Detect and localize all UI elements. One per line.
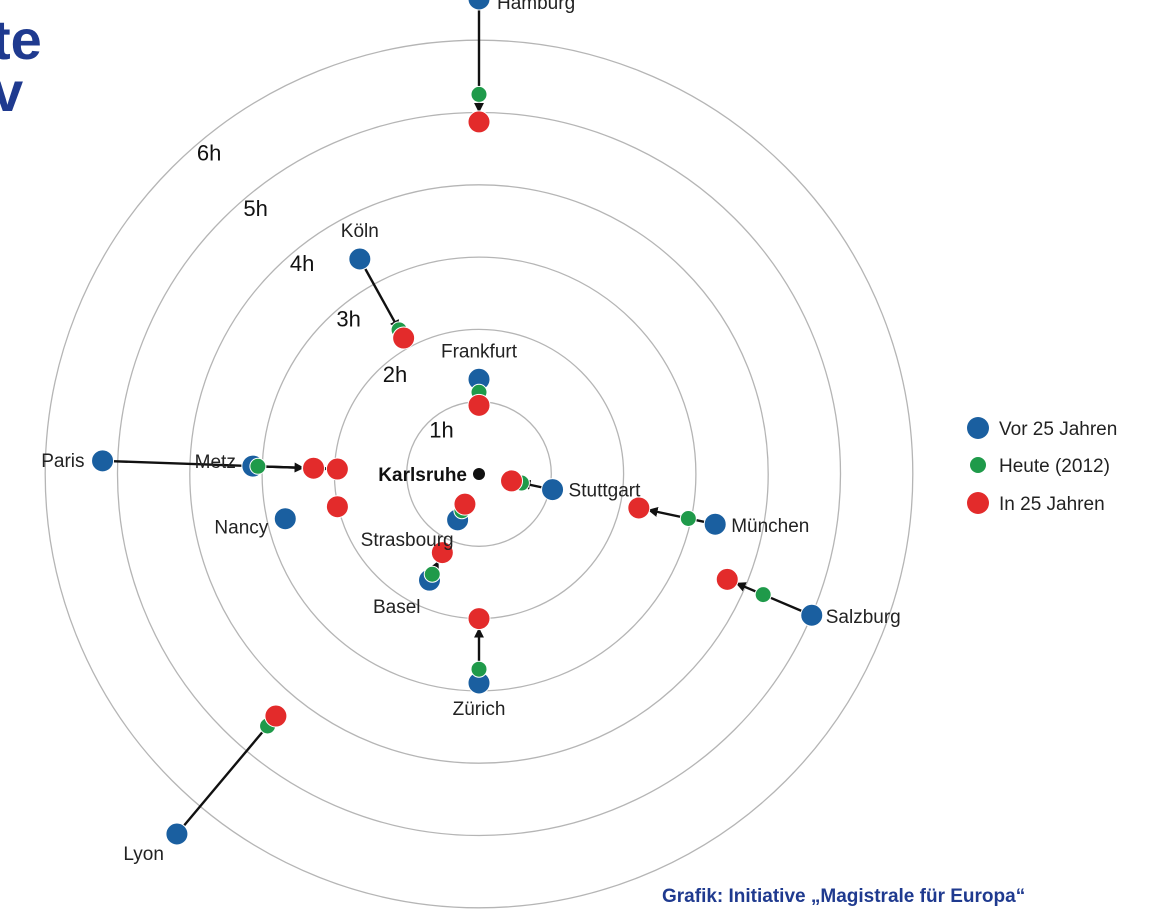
- city-label-frankfurt: Frankfurt: [441, 341, 518, 362]
- dot-in-köln: [392, 326, 416, 350]
- dot-in-strasbourg: [453, 492, 477, 516]
- ring-label-4h: 4h: [290, 251, 314, 276]
- legend-label-2: Heute (2012): [999, 456, 1110, 477]
- dot-vor-lyon: [165, 822, 189, 846]
- dot-in-metz: [325, 457, 349, 481]
- dot-in-salzburg: [715, 567, 739, 591]
- dot-in-paris: [302, 456, 326, 480]
- dot-heute-hamburg: [470, 85, 488, 103]
- center-dot: [473, 468, 485, 480]
- dot-vor-hamburg: [467, 0, 491, 11]
- dot-in-nancy: [325, 495, 349, 519]
- city-label-paris: Paris: [41, 451, 84, 472]
- ring-label-2h: 2h: [383, 362, 407, 387]
- heading-line-2: v: [0, 60, 24, 123]
- ring-4h: [189, 184, 769, 764]
- city-label-köln: Köln: [341, 221, 379, 242]
- arrow-köln: [363, 266, 400, 331]
- graphic-credit: Grafik: Initiative „Magistrale für Europ…: [662, 886, 1026, 907]
- city-label-nancy: Nancy: [214, 518, 268, 539]
- ring-label-3h: 3h: [336, 307, 360, 332]
- ring-label-5h: 5h: [243, 196, 267, 221]
- dot-vor-nancy: [273, 507, 297, 531]
- dot-vor-salzburg: [800, 603, 824, 627]
- city-label-salzburg: Salzburg: [826, 607, 901, 628]
- arrow-lyon: [181, 722, 271, 828]
- dot-heute-münchen: [679, 509, 697, 527]
- dot-in-lyon: [264, 704, 288, 728]
- city-label-strasbourg: Strasbourg: [361, 530, 454, 551]
- dot-heute-paris: [249, 457, 267, 475]
- dot-in-zürich: [467, 607, 491, 631]
- ring-label-6h: 6h: [197, 140, 221, 165]
- legend-swatch-2: [970, 457, 986, 473]
- center-label: Karlsruhe: [378, 465, 467, 486]
- dot-heute-salzburg: [754, 586, 772, 604]
- city-label-basel: Basel: [373, 597, 421, 618]
- city-label-metz: Metz: [195, 452, 236, 473]
- arrow-paris: [111, 459, 305, 473]
- dot-in-hamburg: [467, 110, 491, 134]
- ring-label-1h: 1h: [429, 417, 453, 442]
- city-label-zürich: Zürich: [453, 699, 506, 720]
- legend-label-3: In 25 Jahren: [999, 494, 1105, 515]
- dot-vor-stuttgart: [541, 478, 565, 502]
- city-label-hamburg: Hamburg: [497, 0, 575, 14]
- dot-vor-münchen: [703, 512, 727, 536]
- dot-vor-paris: [91, 449, 115, 473]
- city-label-münchen: München: [731, 516, 809, 537]
- dot-in-frankfurt: [467, 393, 491, 417]
- city-label-stuttgart: Stuttgart: [569, 481, 642, 502]
- heading-line-1: te: [0, 8, 42, 71]
- dot-vor-köln: [348, 247, 372, 271]
- dot-in-stuttgart: [500, 469, 524, 493]
- dot-in-basel: [430, 541, 454, 565]
- dot-heute-basel: [423, 565, 441, 583]
- dot-in-münchen: [627, 496, 651, 520]
- arrow-münchen: [647, 507, 707, 524]
- dot-heute-zürich: [470, 660, 488, 678]
- legend-label-1: Vor 25 Jahren: [999, 419, 1117, 440]
- legend-swatch-1: [967, 417, 989, 439]
- city-label-lyon: Lyon: [123, 844, 164, 865]
- legend-swatch-3: [967, 492, 989, 514]
